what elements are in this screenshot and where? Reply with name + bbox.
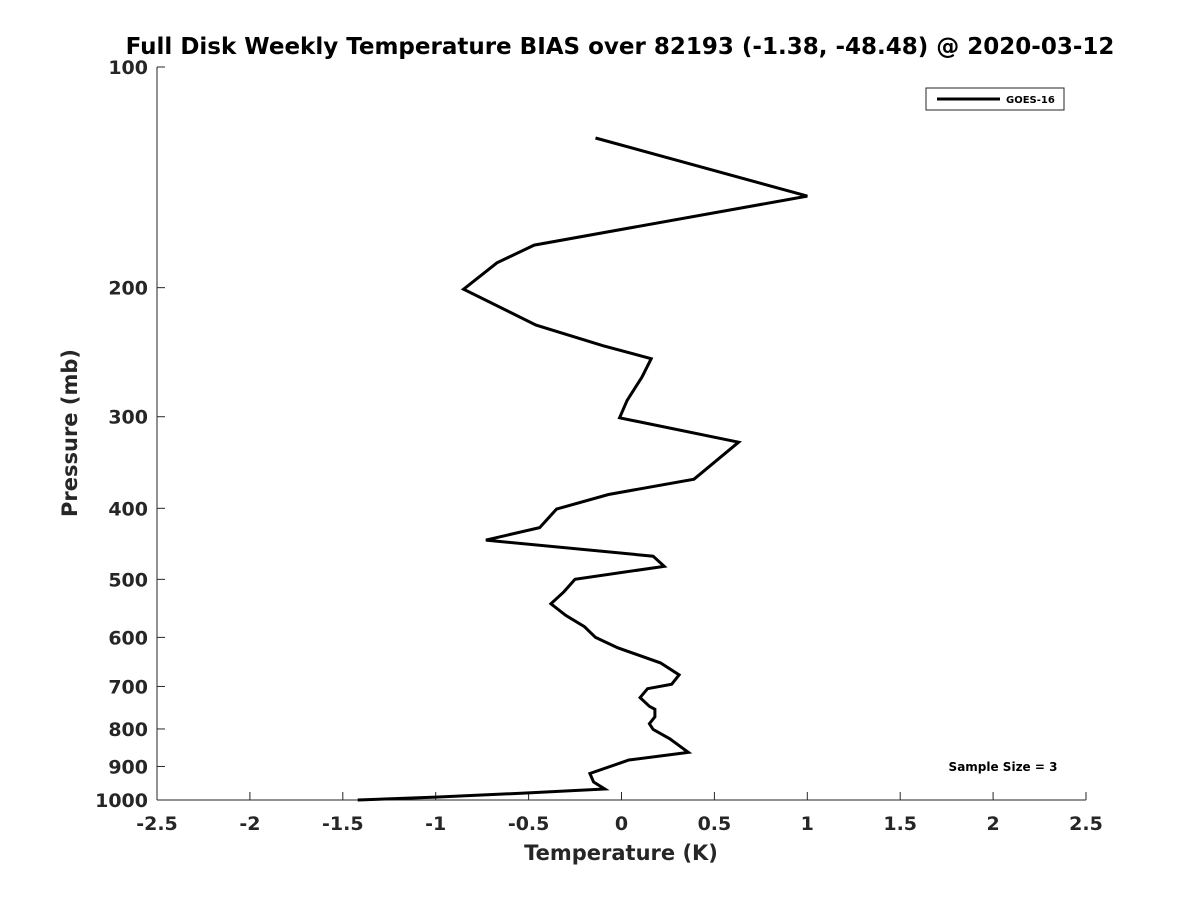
plot-area: -2.5 -2 -1.5 -1 -0.5 0 0.5 1 1.5 2 2.5 100 200 300 40… (95, 57, 1103, 835)
y-tick-label: 800 (108, 719, 148, 741)
x-tick-label: 0.5 (698, 813, 732, 835)
y-tick-label: 500 (108, 569, 148, 591)
y-tick-label: 900 (108, 756, 148, 778)
legend: GOES-16 (925, 87, 1065, 111)
y-axis-ticks: 100 200 300 400 500 600 700 800 900 1000 (95, 57, 165, 812)
x-tick-label: -2 (239, 813, 260, 835)
y-tick-label: 600 (108, 627, 148, 649)
x-tick-label: 2.5 (1069, 813, 1103, 835)
y-axis-label: Pressure (mb) (58, 349, 82, 517)
y-tick-label: 100 (108, 57, 148, 79)
sample-size-annotation: Sample Size = 3 (949, 760, 1058, 774)
x-tick-label: 1 (801, 813, 814, 835)
x-axis-ticks: -2.5 -2 -1.5 -1 -0.5 0 0.5 1 1.5 2 2.5 (136, 792, 1103, 835)
series-layer (357, 136, 808, 802)
x-tick-label: -1 (425, 813, 446, 835)
y-tick-label: 200 (108, 278, 148, 300)
x-tick-label: 0 (615, 813, 628, 835)
x-tick-label: 2 (986, 813, 999, 835)
x-tick-label: -0.5 (508, 813, 550, 835)
chart-title: Full Disk Weekly Temperature BIAS over 8… (126, 34, 1115, 60)
series-line-goes-16 (357, 136, 808, 802)
x-tick-label: -1.5 (322, 813, 364, 835)
x-tick-label: 1.5 (883, 813, 917, 835)
y-tick-label: 1000 (95, 790, 148, 812)
x-axis-label: Temperature (K) (524, 841, 718, 865)
legend-label-goes-16: GOES-16 (1006, 95, 1055, 106)
y-tick-label: 300 (108, 407, 148, 429)
y-tick-label: 700 (108, 676, 148, 698)
x-tick-label: -2.5 (136, 813, 178, 835)
y-tick-label: 400 (108, 498, 148, 520)
